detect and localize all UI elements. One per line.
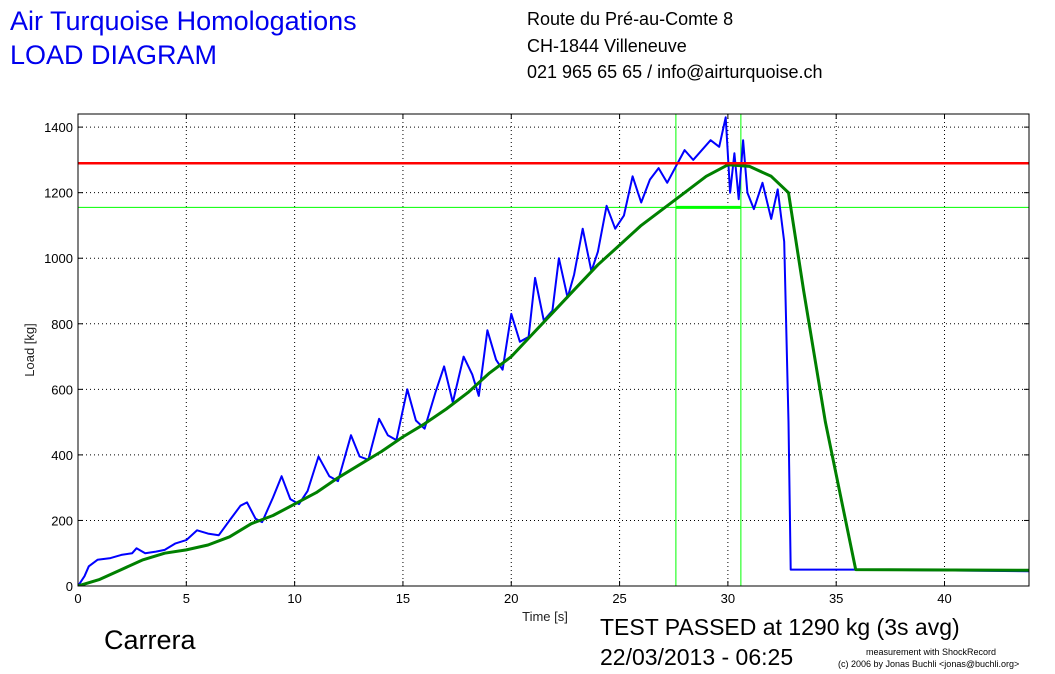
y-tick-label: 400 <box>51 448 73 463</box>
address-contact: 021 965 65 65 / info@airturquoise.ch <box>527 62 823 82</box>
x-tick-label: 10 <box>287 591 301 606</box>
y-tick-label: 800 <box>51 317 73 332</box>
x-tick-label: 25 <box>612 591 626 606</box>
plot-area <box>78 114 1029 586</box>
x-tick-label: 5 <box>183 591 190 606</box>
x-tick-label: 0 <box>74 591 81 606</box>
average-load-line <box>78 163 1029 586</box>
y-tick-label: 1400 <box>44 120 73 135</box>
diagram-title: LOAD DIAGRAM <box>10 40 218 70</box>
test-datetime: 22/03/2013 - 06:25 <box>600 644 794 670</box>
test-result: TEST PASSED at 1290 kg (3s avg) <box>600 614 960 640</box>
y-tick-label: 1200 <box>44 186 73 201</box>
x-tick-label: 30 <box>721 591 735 606</box>
x-tick-label: 40 <box>937 591 951 606</box>
raw-load-line <box>78 116 1029 586</box>
address-city: CH-1844 Villeneuve <box>527 36 687 56</box>
y-tick-label: 600 <box>51 382 73 397</box>
x-tick-label: 20 <box>504 591 518 606</box>
y-axis-label: Load [kg] <box>22 323 37 377</box>
x-axis-label: Time [s] <box>522 609 568 624</box>
credit-copyright: (c) 2006 by Jonas Buchli <jonas@buchli.o… <box>838 659 1020 669</box>
x-tick-label: 15 <box>396 591 410 606</box>
credit-measurement: measurement with ShockRecord <box>866 647 997 657</box>
address-street: Route du Pré-au-Comte 8 <box>527 9 734 29</box>
y-tick-label: 200 <box>51 513 73 528</box>
plot-frame <box>77 113 1030 587</box>
y-tick-label: 1000 <box>44 251 73 266</box>
y-tick-label: 0 <box>66 579 73 594</box>
sample-name: Carrera <box>104 625 196 655</box>
marker-lines <box>78 114 1029 586</box>
tick-labels: 0 5 10 15 20 25 30 35 40020040060080010001200140… <box>44 114 1029 606</box>
app-title: Air Turquoise Homologations <box>10 6 357 36</box>
x-tick-label: 35 <box>829 591 843 606</box>
series-group <box>78 116 1029 586</box>
